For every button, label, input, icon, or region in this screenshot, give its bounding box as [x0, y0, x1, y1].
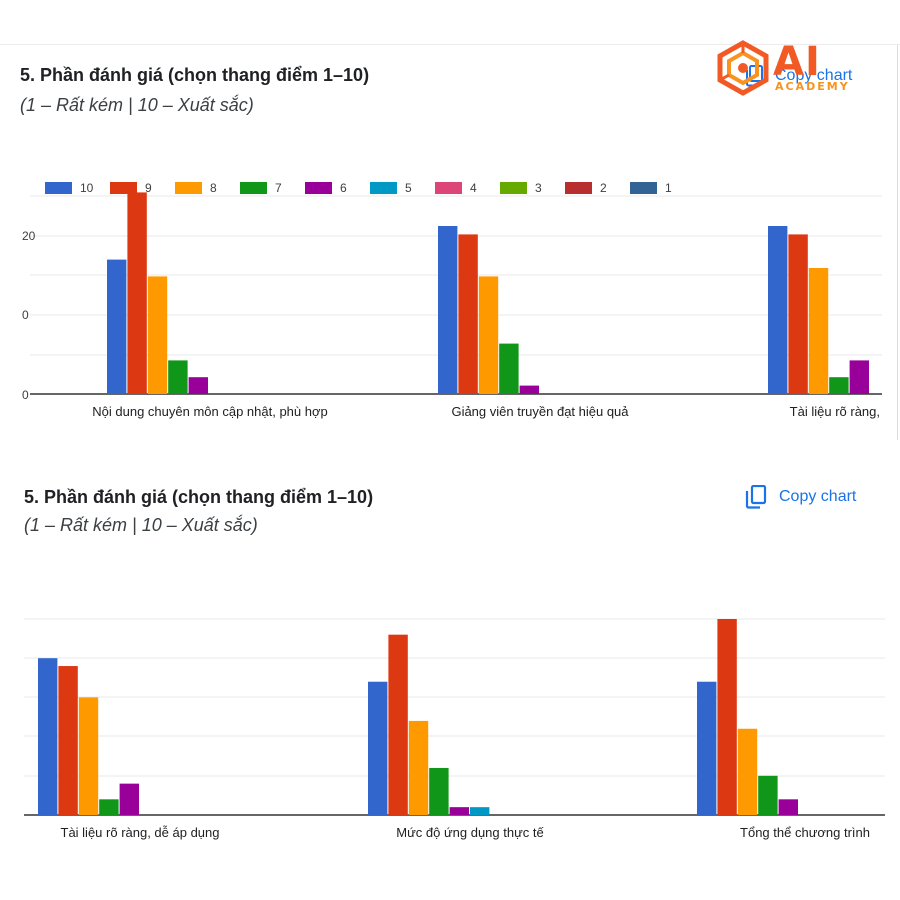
copy-chart-label: Copy chart	[779, 488, 857, 505]
legend-swatch	[305, 182, 332, 194]
category-label: Nội dung chuyên môn cập nhật, phù hợp	[92, 404, 327, 419]
bar-2-7	[499, 343, 519, 394]
logo-subtitle: ACADEMY	[775, 80, 850, 93]
category-label: Giảng viên truyền đạt hiệu quả	[451, 404, 629, 419]
bar-2-5	[449, 807, 469, 815]
legend-item-1: 1	[630, 181, 695, 195]
chart-panel-top: 5. Phần đánh giá (chọn thang điểm 1–10) …	[0, 44, 900, 440]
category-label: Tài liệu rõ ràng,	[790, 404, 880, 419]
legend-item-3: 3	[500, 181, 565, 195]
legend-swatch	[240, 182, 267, 194]
logo-mark-icon	[717, 40, 769, 96]
panel-edge	[897, 45, 898, 440]
bar-3-4	[758, 775, 778, 815]
legend-swatch	[500, 182, 527, 194]
bar-3-5	[778, 799, 798, 815]
bar-2-9	[458, 234, 478, 394]
bar-3-9	[788, 234, 808, 394]
question-title: 5. Phần đánh giá (chọn thang điểm 1–10)	[24, 487, 374, 507]
copy-chart-label: Copy chart	[775, 67, 853, 84]
legend-item-4: 4	[435, 181, 500, 195]
legend-label: 4	[470, 181, 477, 195]
bar-3-7	[829, 377, 849, 394]
legend-swatch	[45, 182, 72, 194]
bar-1-10	[107, 259, 127, 394]
bar-1-7	[168, 360, 188, 394]
bar-2-10	[438, 226, 458, 394]
y-tick-label: 0	[22, 388, 29, 402]
chart-legend: 10 9 8 7 6 5 4 3 2 1	[45, 181, 695, 195]
legend-item-5: 5	[370, 181, 435, 195]
legend-label: 5	[405, 181, 412, 195]
logo-wordmark: AI	[773, 39, 821, 85]
bar-3-3	[737, 728, 758, 815]
legend-item-7: 7	[240, 181, 305, 195]
bar-3-6	[849, 360, 869, 394]
legend-label: 10	[80, 181, 94, 195]
bar-2-1	[368, 681, 388, 815]
question-title: 5. Phần đánh giá (chọn thang điểm 1–10)	[20, 65, 370, 85]
copy-chart-button[interactable]: Copy chart	[745, 485, 856, 509]
bar-3-2	[717, 619, 737, 815]
bar-1-6	[188, 377, 208, 394]
legend-swatch	[435, 182, 462, 194]
legend-item-6: 6	[305, 181, 370, 195]
chart-panel-bottom: 5. Phần đánh giá (chọn thang điểm 1–10) …	[0, 465, 900, 870]
legend-swatch	[630, 182, 657, 194]
legend-item-8: 8	[175, 181, 240, 195]
bar-2-6	[519, 385, 539, 394]
legend-item-9: 9	[110, 181, 175, 195]
bar-2-4	[429, 767, 449, 815]
bar-1-9	[127, 192, 147, 394]
ai-academy-logo: AI ACADEMY	[715, 40, 865, 100]
bar-2-6	[470, 807, 490, 815]
bar-1-3	[78, 697, 99, 815]
category-label: Mức độ ứng dụng thực tế	[396, 825, 544, 840]
y-tick-label: 20	[22, 229, 36, 243]
bar-2-8	[478, 276, 499, 394]
legend-label: 1	[665, 181, 672, 195]
legend-label: 2	[600, 181, 607, 195]
bar-1-4	[99, 799, 119, 815]
legend-swatch	[565, 182, 592, 194]
bar-chart-bottom: Tài liệu rõ ràng, dễ áp dụng Mức độ ứng d…	[24, 618, 885, 840]
bar-1-5	[119, 783, 139, 815]
legend-item-2: 2	[565, 181, 630, 195]
legend-label: 6	[340, 181, 347, 195]
bar-2-3	[408, 720, 429, 815]
legend-label: 7	[275, 181, 282, 195]
bar-1-1	[38, 658, 58, 815]
bar-1-2	[58, 666, 78, 815]
legend-label: 9	[145, 181, 152, 195]
question-description: (1 – Rất kém | 10 – Xuất sắc)	[20, 95, 254, 115]
y-tick-label: 0	[22, 308, 29, 322]
legend-item-10: 10	[45, 181, 110, 195]
bar-chart-top: 0 0 20 Nội dung chuyên môn cập nhật, phù hợ…	[22, 192, 882, 419]
bar-1-8	[147, 276, 168, 394]
legend-swatch	[110, 182, 137, 194]
legend-label: 3	[535, 181, 542, 195]
category-label: Tổng thể chương trình	[740, 825, 870, 840]
copy-chart-icon	[745, 485, 767, 509]
category-label: Tài liệu rõ ràng, dễ áp dụng	[61, 825, 220, 840]
bar-3-8	[808, 268, 829, 394]
question-description: (1 – Rất kém | 10 – Xuất sắc)	[24, 515, 258, 535]
bar-3-10	[768, 226, 788, 394]
bar-2-2	[388, 634, 408, 815]
bar-3-1	[697, 681, 717, 815]
legend-label: 8	[210, 181, 217, 195]
legend-swatch	[370, 182, 397, 194]
legend-swatch	[175, 182, 202, 194]
